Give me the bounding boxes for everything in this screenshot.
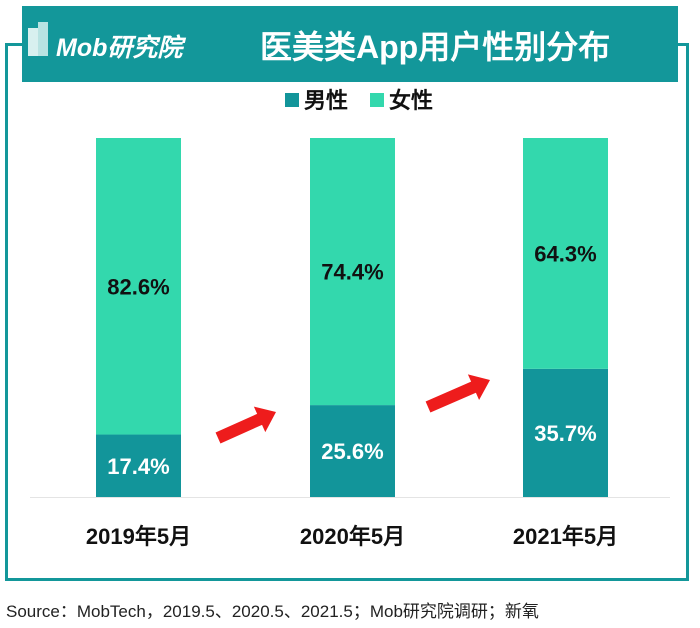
mob-logo-icon xyxy=(28,22,48,56)
legend-swatch xyxy=(370,93,384,107)
x-tick-label: 2020年5月 xyxy=(300,524,405,549)
bar-male xyxy=(96,434,181,497)
bar-male xyxy=(310,405,395,497)
legend-label: 男性 xyxy=(304,88,348,113)
chart-title: 医美类App用户性别分布 xyxy=(260,29,611,65)
red-arrow-icon xyxy=(215,406,276,444)
data-label: 35.7% xyxy=(534,421,596,446)
data-label: 82.6% xyxy=(107,274,169,299)
x-tick-label: 2019年5月 xyxy=(86,524,191,549)
bar-female xyxy=(523,138,608,369)
legend-label: 女性 xyxy=(389,88,433,113)
x-tick-label: 2021年5月 xyxy=(513,524,618,549)
data-label: 64.3% xyxy=(534,241,596,266)
logo-text: Mob研究院 xyxy=(56,34,183,62)
header-banner xyxy=(22,6,678,82)
bar-female xyxy=(310,138,395,406)
data-label: 25.6% xyxy=(321,439,383,464)
legend-swatch xyxy=(285,93,299,107)
source-note: Source：MobTech，2019.5、2020.5、2021.5；Mob研… xyxy=(6,602,539,621)
data-label: 17.4% xyxy=(107,454,169,479)
data-label: 74.4% xyxy=(321,260,383,285)
red-arrow-icon xyxy=(425,374,491,413)
bar-male xyxy=(523,368,608,497)
bar-female xyxy=(96,138,181,435)
